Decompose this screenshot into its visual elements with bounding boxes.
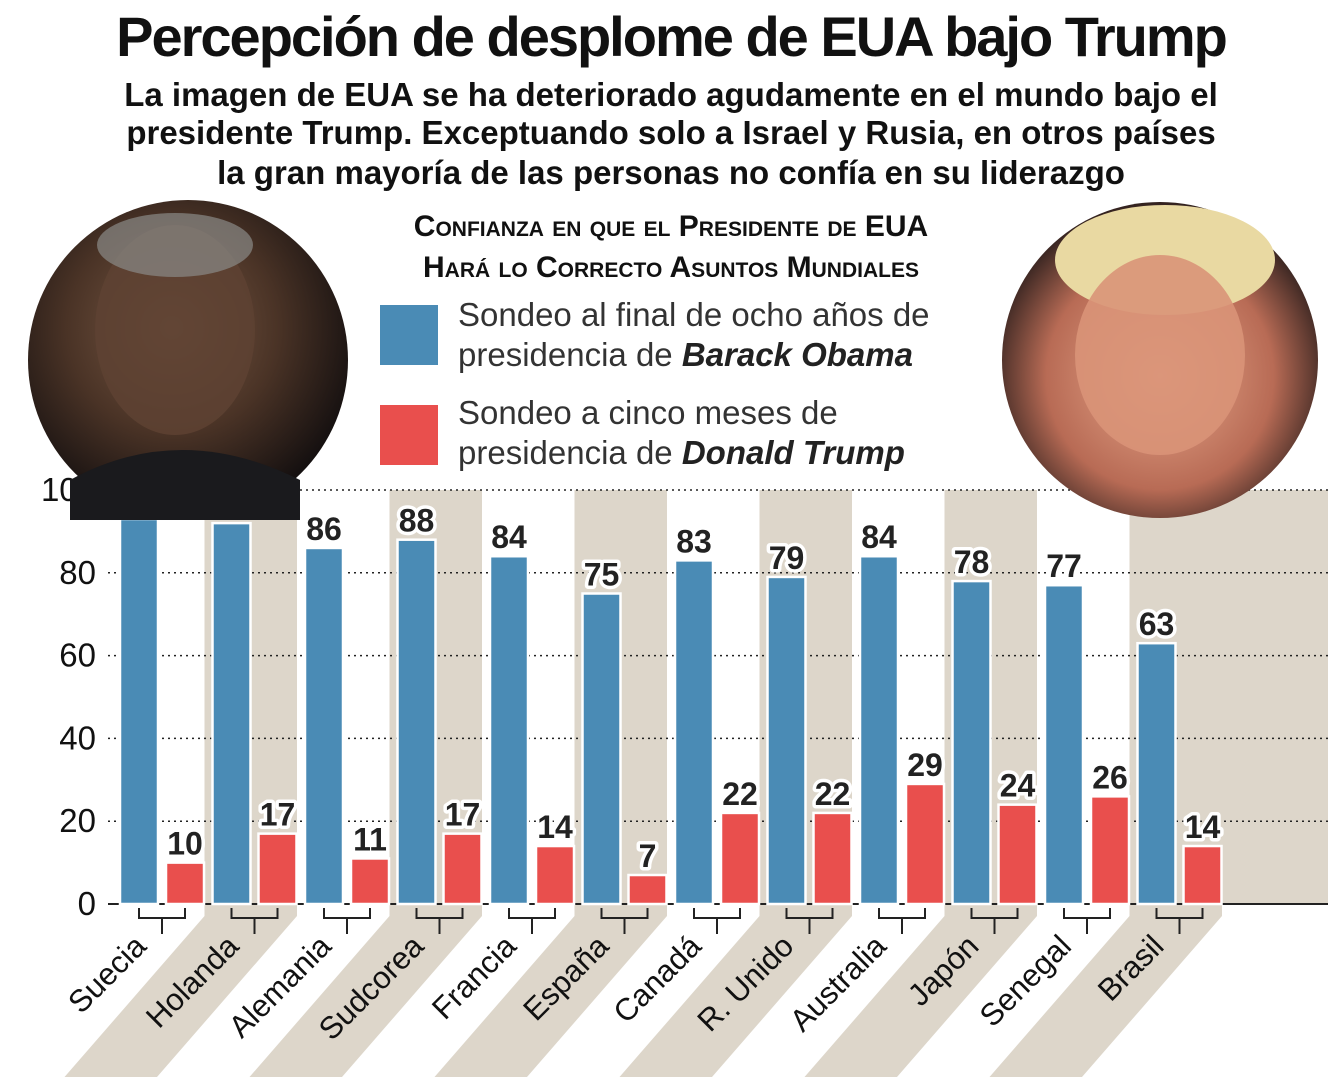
- legend-trump-line-1: Sondeo a cinco meses de: [458, 394, 838, 431]
- bar-trump: [719, 811, 761, 906]
- bar-trump: [534, 844, 576, 906]
- y-tick-label: 60: [59, 637, 96, 674]
- bar-trump: [627, 873, 668, 906]
- value-label-obama: 86: [306, 511, 342, 547]
- value-label-obama: 77: [1046, 548, 1082, 584]
- category-bracket: [138, 908, 186, 919]
- bar-obama: [766, 575, 807, 906]
- background-band: [1222, 490, 1328, 904]
- chart-title: Percepción de desplome de EUA bajo Trump: [116, 5, 1226, 68]
- bar-trump: [257, 832, 298, 906]
- value-label-trump: 26: [1092, 759, 1128, 795]
- bar-trump: [812, 811, 853, 906]
- bar-trump: [442, 832, 483, 906]
- y-tick-label: 0: [78, 885, 96, 922]
- bar-obama: [396, 538, 437, 906]
- value-label-obama: 78: [954, 544, 990, 580]
- value-label-obama: 79: [769, 540, 805, 576]
- category-bracket: [1063, 908, 1111, 919]
- value-label-trump: 14: [537, 809, 573, 845]
- value-label-trump: 7: [639, 838, 657, 874]
- value-label-trump: 24: [1000, 768, 1036, 804]
- background-band: [989, 490, 1222, 1077]
- value-label-obama: 88: [399, 503, 435, 539]
- bar-trump: [904, 782, 946, 906]
- bar-obama: [303, 546, 345, 906]
- subtitle-line-2: presidente Trump. Exceptuando solo a Isr…: [126, 114, 1215, 151]
- legend-swatch-obama: [380, 305, 438, 365]
- bar-obama: [1043, 583, 1085, 906]
- bar-obama: [951, 579, 992, 906]
- value-label-trump: 11: [353, 821, 387, 857]
- bars: [118, 517, 1223, 906]
- legend: Sondeo al final de ocho años de presiden…: [380, 296, 930, 471]
- value-label-obama: 84: [861, 519, 897, 555]
- legend-swatch-trump: [380, 405, 438, 465]
- value-label-trump: 17: [260, 797, 296, 833]
- bar-obama: [118, 517, 160, 906]
- value-label-obama: 75: [584, 557, 620, 593]
- bar-trump: [164, 861, 206, 906]
- portrait-trump-icon: [1002, 202, 1318, 518]
- bar-trump: [1089, 795, 1131, 906]
- bar-obama: [581, 592, 622, 906]
- legend-trump-name: Donald Trump: [682, 434, 905, 471]
- bar-trump: [349, 857, 391, 906]
- value-label-obama: 63: [1139, 606, 1175, 642]
- value-label-trump: 17: [445, 797, 481, 833]
- value-label-trump: 22: [815, 776, 851, 812]
- y-tick-label: 80: [59, 554, 96, 591]
- bar-obama: [211, 521, 252, 906]
- value-label-trump: 10: [167, 826, 203, 862]
- value-label-trump: 14: [1185, 809, 1221, 845]
- y-tick-label: 40: [59, 719, 96, 756]
- legend-trump-line-2: presidencia de Donald Trump: [458, 434, 905, 471]
- bar-obama: [673, 559, 715, 906]
- legend-obama-line-1: Sondeo al final de ocho años de: [458, 296, 930, 333]
- bar-obama: [488, 554, 530, 906]
- chart-heading-line-2: Hará lo Correcto Asuntos Mundiales: [423, 251, 919, 284]
- legend-obama-line-2: presidencia de Barack Obama: [458, 336, 913, 373]
- value-label-trump: 22: [722, 776, 758, 812]
- bar-obama: [1136, 641, 1177, 906]
- category-bracket: [323, 908, 371, 919]
- legend-obama-name: Barack Obama: [682, 336, 913, 373]
- subtitle-line-1: La imagen de EUA se ha deteriorado aguda…: [124, 76, 1218, 113]
- category-bracket: [693, 908, 741, 919]
- bar-trump: [1182, 844, 1223, 906]
- category-bracket: [878, 908, 926, 919]
- subtitle-line-3: la gran mayoría de las personas no confí…: [217, 154, 1125, 191]
- chart-heading-line-1: Confianza en que el Presidente de EUA: [414, 210, 928, 243]
- portrait-obama-icon: [28, 200, 348, 520]
- bar-obama: [858, 554, 900, 906]
- bar-trump: [997, 803, 1038, 906]
- y-tick-label: 20: [59, 802, 96, 839]
- value-label-trump: 29: [907, 747, 943, 783]
- category-bracket: [508, 908, 556, 919]
- value-label-obama: 84: [491, 519, 527, 555]
- value-label-obama: 83: [676, 523, 712, 559]
